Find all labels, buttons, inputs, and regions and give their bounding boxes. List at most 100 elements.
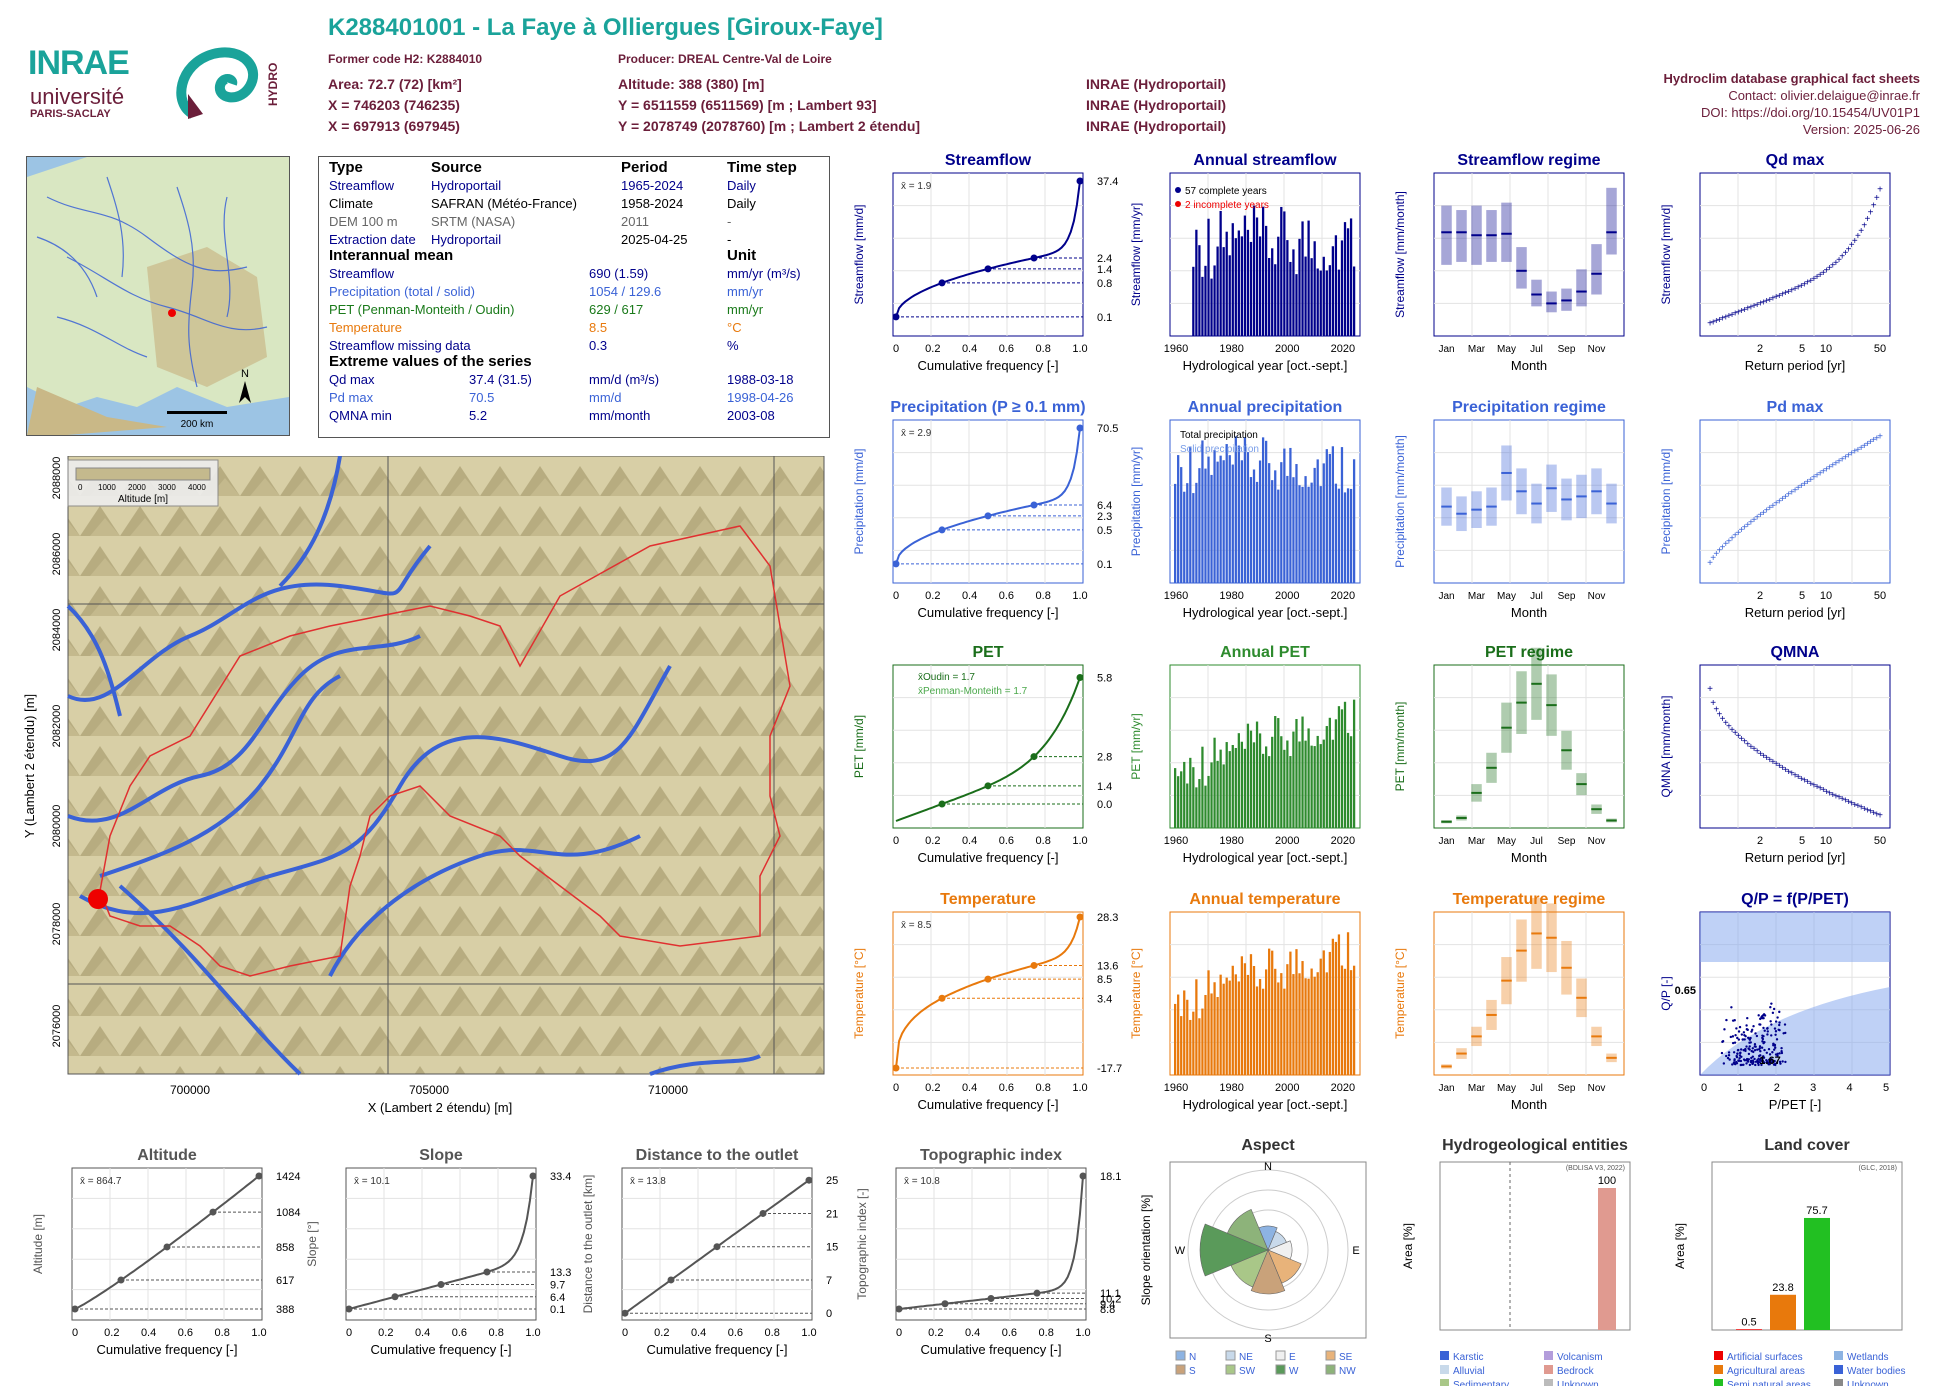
right-tick: 9.4 xyxy=(1100,1299,1115,1311)
x-tick: 0.4 xyxy=(962,835,977,847)
return-point: + xyxy=(1861,220,1867,231)
legend-entry: Unknown xyxy=(1557,1380,1599,1386)
x-tick: 0.4 xyxy=(141,1327,156,1339)
src-row-period: 1965-2024 xyxy=(621,178,684,193)
return-point: + xyxy=(1808,475,1814,486)
annual-bar xyxy=(1234,974,1237,1075)
qp-point xyxy=(1738,1057,1741,1060)
annual-bar xyxy=(1249,477,1253,583)
qp-point xyxy=(1755,1034,1759,1038)
y-axis-label: Area [%] xyxy=(1401,1223,1415,1269)
return-point: + xyxy=(1827,462,1833,473)
ext-date: 2003-08 xyxy=(727,408,775,423)
annual-bar xyxy=(1195,787,1198,828)
annual-bar xyxy=(1213,449,1216,583)
annual-bar xyxy=(1237,230,1240,336)
annual-bar xyxy=(1295,274,1298,336)
th-source: Source xyxy=(431,159,482,176)
x-axis-label: Return period [yr] xyxy=(1745,605,1845,620)
return-point: + xyxy=(1839,455,1845,466)
annual-bar xyxy=(1292,249,1295,336)
qp-point xyxy=(1746,1060,1750,1063)
return-point: + xyxy=(1748,518,1754,529)
annual-bar xyxy=(1207,970,1210,1075)
annual-bar xyxy=(1237,445,1240,583)
qp-point xyxy=(1730,1006,1733,1009)
annual-bar xyxy=(1343,222,1347,336)
legend-entry: Water bodies xyxy=(1847,1366,1906,1377)
annual-bar xyxy=(1249,954,1253,1075)
annual-bar xyxy=(1252,742,1256,828)
annual-bar xyxy=(1174,1003,1177,1075)
return-point: + xyxy=(1754,747,1760,758)
qp-point xyxy=(1741,1038,1745,1041)
return-point: + xyxy=(1795,772,1801,783)
right-tick: 6.4 xyxy=(550,1292,565,1304)
legend-entry: NW xyxy=(1339,1366,1356,1377)
qp-point xyxy=(1754,1063,1757,1067)
qp-point xyxy=(1744,1047,1747,1051)
return-point: + xyxy=(1833,791,1839,802)
return-point: + xyxy=(1824,787,1830,798)
qp-point xyxy=(1735,1027,1738,1030)
annual-bar xyxy=(1246,723,1250,828)
return-point: + xyxy=(1849,798,1855,809)
annual-bar xyxy=(1225,231,1228,336)
legend-entry: Volcanism xyxy=(1557,1352,1603,1363)
inset-map: 200 km N xyxy=(26,156,290,436)
x-tick: 0.6 xyxy=(728,1327,743,1339)
x-tick: 2 xyxy=(1757,343,1763,355)
panel-title: QMNA xyxy=(1771,644,1820,661)
annual-bar xyxy=(1240,741,1244,828)
annual-bar xyxy=(1189,446,1192,583)
x-tick: Nov xyxy=(1588,1083,1606,1094)
alt-legend-tick: 3000 xyxy=(158,483,176,492)
panel-title: Distance to the outlet xyxy=(636,1147,799,1164)
return-point: + xyxy=(1864,214,1870,225)
annual-bar xyxy=(1271,736,1274,828)
return-point: + xyxy=(1742,523,1748,534)
panel-title: Qd max xyxy=(1766,152,1825,169)
return-point: + xyxy=(1802,479,1808,490)
annual-bar xyxy=(1346,932,1350,1075)
annual-bar xyxy=(1231,745,1234,828)
legend-entry: Unknown xyxy=(1847,1380,1889,1386)
panel-title: Q/P = f(P/PET) xyxy=(1741,891,1849,908)
annual-bar xyxy=(1183,491,1186,583)
mean-label: x̄ = 1.9 xyxy=(901,181,932,192)
qp-point xyxy=(1728,1058,1731,1061)
info-table: Type Source Period Time step Streamflow … xyxy=(318,156,830,438)
annual-bar xyxy=(1274,968,1277,1075)
x-tick: Jan xyxy=(1438,591,1454,602)
map-ytick: 2076000 xyxy=(51,1005,63,1048)
return-point: + xyxy=(1783,288,1789,299)
annual-bar xyxy=(1213,982,1216,1075)
x-tick: 1.0 xyxy=(525,1327,540,1339)
qp-point xyxy=(1775,1038,1779,1041)
qp-point xyxy=(1765,1058,1768,1062)
return-point: + xyxy=(1836,793,1842,804)
annual-bar xyxy=(1192,767,1195,828)
qp-point xyxy=(1762,1056,1766,1059)
qp-point xyxy=(1735,1061,1739,1065)
inter-value: 0.3 xyxy=(589,338,608,353)
return-point: + xyxy=(1805,777,1811,788)
return-point: + xyxy=(1770,501,1776,512)
qp-point xyxy=(1769,1020,1772,1023)
annual-bar xyxy=(1258,733,1262,828)
x-tick: 0 xyxy=(896,1327,902,1339)
cdf-line xyxy=(895,180,1081,318)
legend-entry: 57 complete years xyxy=(1185,186,1267,197)
qp-point xyxy=(1773,1044,1777,1047)
return-point: + xyxy=(1767,503,1773,514)
right-tick: 3.4 xyxy=(1097,993,1112,1005)
right-tick: 1.4 xyxy=(1097,264,1112,276)
annual-bar xyxy=(1340,709,1344,828)
plot-area xyxy=(1439,1161,1631,1331)
return-point: + xyxy=(1861,804,1867,815)
return-point: + xyxy=(1783,765,1789,776)
qp-band xyxy=(1700,912,1890,962)
y-axis-label: Topographic index [-] xyxy=(855,1188,869,1299)
panel-title: Annual streamflow xyxy=(1193,152,1337,169)
annual-bar xyxy=(1283,749,1286,828)
